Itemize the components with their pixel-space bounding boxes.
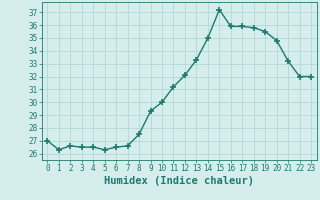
X-axis label: Humidex (Indice chaleur): Humidex (Indice chaleur) [104, 176, 254, 186]
